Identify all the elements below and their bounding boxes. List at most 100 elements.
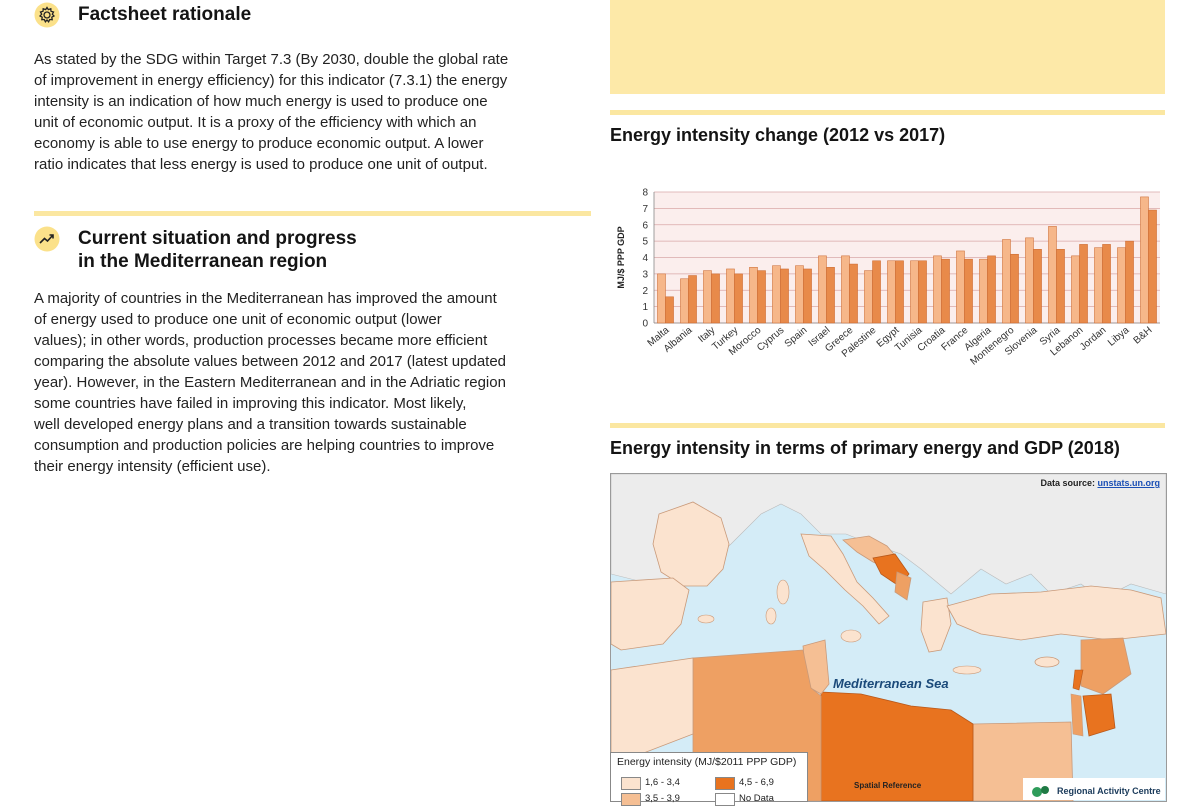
bar: [1025, 237, 1034, 324]
y-tick-label: 1: [642, 302, 648, 313]
bar: [1033, 249, 1042, 324]
y-tick-label: 7: [642, 204, 648, 215]
bar: [979, 258, 988, 324]
rac-logo-icon: [1032, 786, 1049, 797]
bar: [987, 255, 996, 324]
bar: [726, 268, 735, 324]
bar: [734, 273, 743, 324]
text-line: intensity is an indication of how much e…: [34, 93, 488, 110]
bar: [1125, 240, 1134, 324]
text-line: economy is able to use energy to produce…: [34, 135, 484, 152]
bar: [841, 255, 850, 324]
bar: [933, 255, 942, 324]
text-line: year). However, in the Eastern Mediterra…: [34, 374, 506, 391]
bar: [818, 255, 827, 324]
section-heading-rationale: Factsheet rationale: [78, 4, 252, 25]
source-link[interactable]: unstats.un.org: [1097, 478, 1161, 488]
bar: [757, 270, 766, 324]
bar: [688, 275, 697, 324]
legend-title: Energy intensity (MJ/$2011 PPP GDP): [617, 756, 797, 768]
bar: [1048, 226, 1057, 324]
bar: [749, 267, 758, 324]
map-title: Energy intensity in terms of primary ene…: [610, 438, 1120, 458]
map-data-source: Data source: unstats.un.org: [1040, 478, 1160, 488]
chart-title: Energy intensity change (2012 vs 2017): [610, 125, 946, 145]
bar: [1140, 196, 1149, 324]
bar: [1056, 249, 1065, 324]
rac-logo-box: Regional Activity Centre: [1023, 778, 1165, 800]
bar: [1010, 253, 1019, 324]
bar: [872, 260, 881, 324]
text-line: values); in other words, production proc…: [34, 332, 488, 349]
legend-label: 4,5 - 6,9: [739, 777, 774, 788]
heading-line: Current situation and progress: [78, 228, 357, 249]
y-axis-label: MJ/$ PPP GDP: [616, 226, 626, 288]
bar: [1148, 209, 1157, 324]
bar: [711, 273, 720, 324]
section-divider: [610, 110, 1165, 115]
bar: [918, 260, 927, 324]
trend-up-icon: [34, 226, 60, 252]
bar: [1102, 244, 1111, 324]
bar: [780, 268, 789, 324]
bar: [1117, 247, 1126, 324]
gear-icon: [34, 2, 60, 28]
bar: [864, 270, 873, 324]
y-tick-label: 4: [642, 253, 648, 264]
bar: [795, 265, 804, 324]
bar: [826, 267, 835, 324]
section-divider: [34, 211, 591, 216]
y-tick-label: 8: [642, 188, 648, 199]
text-line: well developed energy plans and a transi…: [34, 416, 467, 433]
progress-text: A majority of countries in the Mediterra…: [34, 288, 604, 477]
source-label: Data source:: [1040, 478, 1095, 488]
spatial-reference-label: Spatial Reference: [854, 781, 922, 790]
rationale-text: As stated by the SDG within Target 7.3 (…: [34, 49, 604, 175]
text-line: unit of economic output. It is a proxy o…: [34, 114, 477, 131]
bar: [665, 296, 674, 324]
legend-label: No Data: [739, 793, 774, 804]
bar: [910, 260, 919, 324]
bar: [772, 265, 781, 324]
bar: [1079, 244, 1088, 324]
y-tick-label: 2: [642, 286, 648, 297]
bar: [941, 258, 950, 324]
bar: [1071, 255, 1080, 324]
section-heading-progress: Current situation and progress in the Me…: [78, 227, 357, 273]
legend-label: 3,5 - 3,9: [645, 793, 680, 804]
y-tick-label: 5: [642, 237, 648, 248]
text-line: of improvement in energy efficiency) for…: [34, 72, 508, 89]
legend-swatch: [621, 777, 641, 790]
bar: [657, 273, 666, 324]
text-line: A majority of countries in the Mediterra…: [34, 290, 497, 307]
heading-line: in the Mediterranean region: [78, 251, 328, 272]
bar: [803, 268, 812, 324]
y-tick-label: 0: [642, 319, 648, 330]
highlight-box: [610, 0, 1165, 94]
text-line: of energy used to produce one unit of ec…: [34, 311, 442, 328]
sea-label: Mediterranean Sea: [833, 676, 949, 691]
rac-label: Regional Activity Centre: [1057, 786, 1161, 796]
text-line: consumption and production policies are …: [34, 437, 495, 454]
bar: [964, 258, 973, 324]
text-line: their energy intensity (efficient use).: [34, 458, 271, 475]
bar: [680, 278, 689, 324]
bar: [849, 263, 858, 324]
bar: [703, 270, 712, 324]
bar: [887, 260, 896, 324]
y-tick-label: 3: [642, 269, 648, 280]
bar: [895, 260, 904, 324]
legend-label: 1,6 - 3,4: [645, 777, 680, 788]
bar: [1002, 239, 1011, 324]
bar: [956, 250, 965, 324]
section-divider: [610, 423, 1165, 428]
map-legend: Energy intensity (MJ/$2011 PPP GDP) 1,6 …: [610, 752, 808, 806]
bar: [1094, 247, 1103, 324]
y-tick-label: 6: [642, 220, 648, 231]
text-line: ratio indicates that less energy is used…: [34, 156, 488, 173]
text-line: some countries have failed in improving …: [34, 395, 467, 412]
text-line: As stated by the SDG within Target 7.3 (…: [34, 51, 509, 68]
text-line: comparing the absolute values between 20…: [34, 353, 507, 370]
legend-swatch: [715, 777, 735, 790]
